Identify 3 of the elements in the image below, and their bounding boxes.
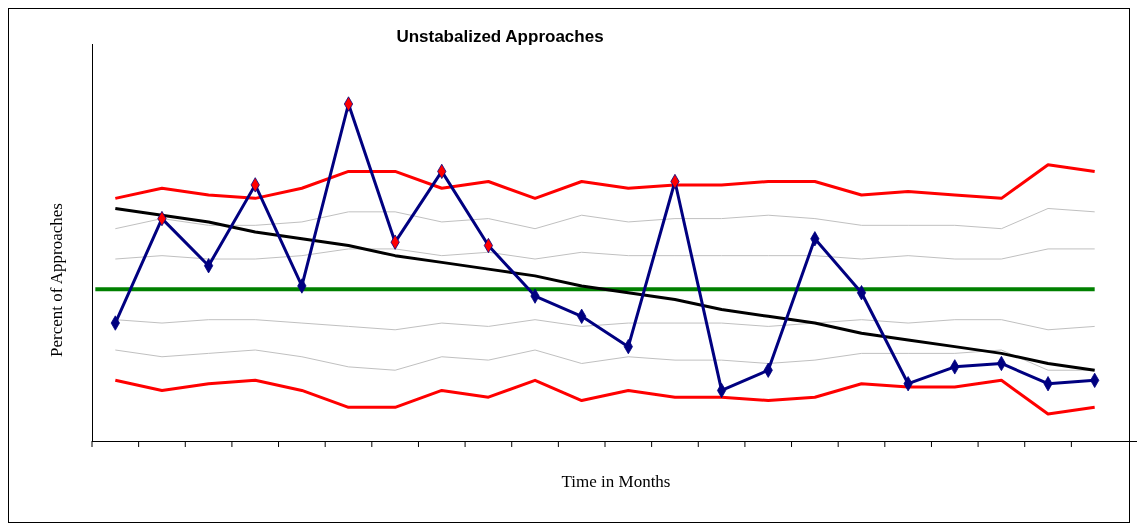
chart-title: Unstabalized Approaches xyxy=(396,27,604,46)
y-axis-title: Percent of Approaches xyxy=(47,203,66,357)
x-axis-title: Time in Months xyxy=(561,472,671,491)
